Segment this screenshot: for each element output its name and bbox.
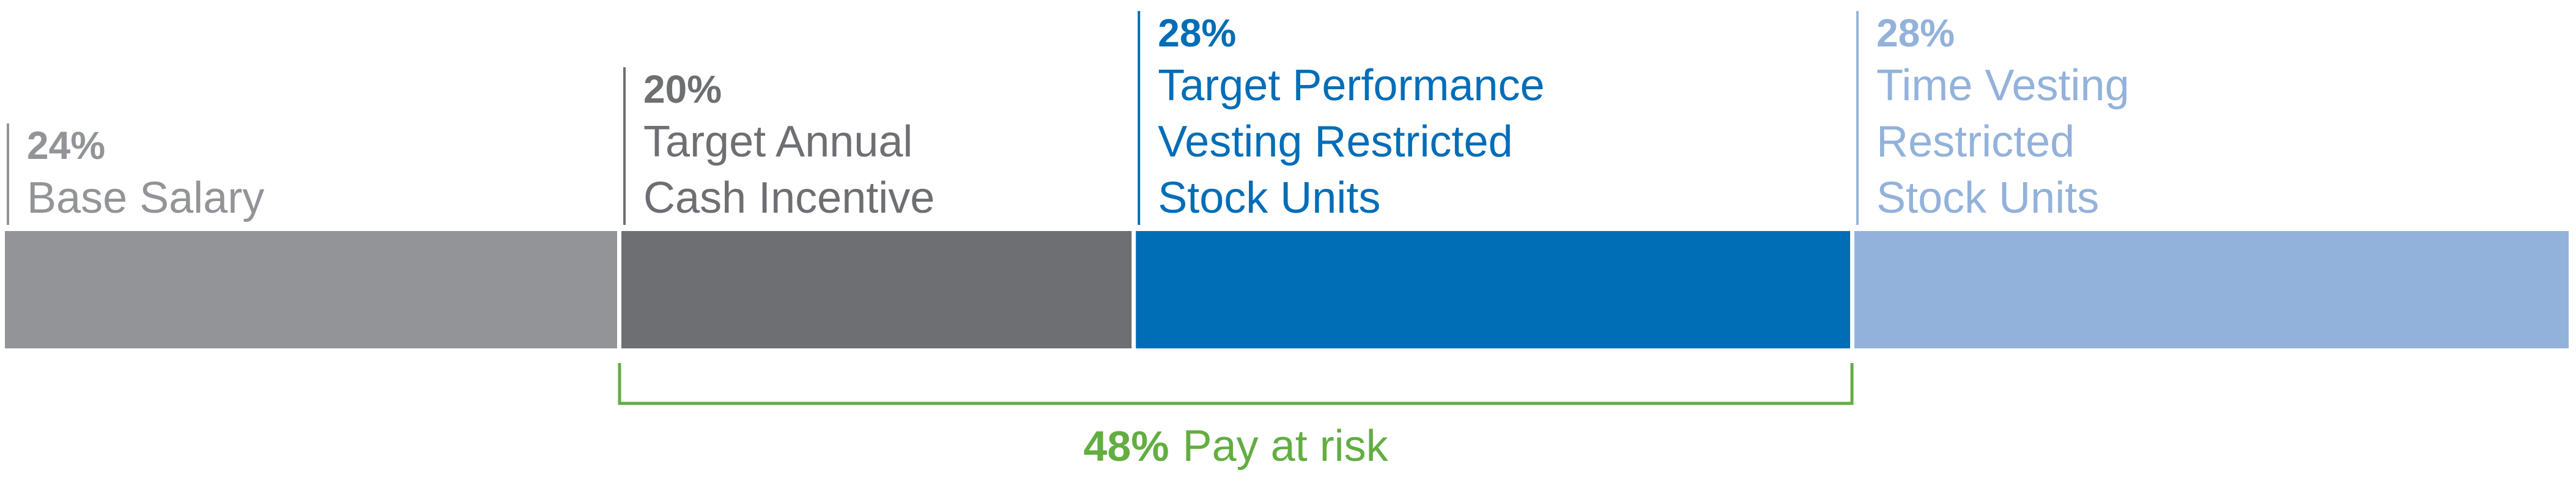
segment-label-4-line-2: Restricted (1876, 117, 2074, 166)
segment-label-3-line-1: Target Performance (1158, 61, 1544, 110)
segment-label-2-line-2: Cash Incentive (643, 174, 935, 222)
segment-label-1-line-1: Base Salary (27, 174, 264, 222)
pay-at-risk-bracket (618, 363, 1854, 405)
segment-label-4-line-3: Stock Units (1876, 174, 2099, 222)
bar-segment-4 (1854, 231, 2569, 348)
segment-label-2-line-1: Target Annual (643, 117, 912, 166)
pay-at-risk-percent: 48% (1083, 422, 1169, 470)
segment-percent-2: 20% (643, 67, 722, 111)
segment-percent-3: 28% (1158, 11, 1236, 55)
pay-at-risk-label: 48% Pay at risk (1083, 422, 1388, 471)
segment-percent-1: 24% (27, 123, 105, 167)
bar-segment-3 (1136, 231, 1851, 348)
pay-at-risk-text: Pay at risk (1183, 422, 1389, 471)
bar-segment-1 (5, 231, 618, 348)
segment-label-3-line-2: Vesting Restricted (1158, 117, 1512, 166)
bar-segment-2 (621, 231, 1132, 348)
segment-label-4-line-1: Time Vesting (1876, 61, 2130, 110)
segment-percent-4: 28% (1876, 11, 1955, 55)
segment-label-3-line-3: Stock Units (1158, 174, 1380, 222)
